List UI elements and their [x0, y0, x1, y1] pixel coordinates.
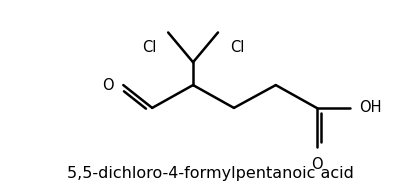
Text: O: O	[102, 78, 113, 93]
Text: Cl: Cl	[230, 40, 244, 55]
Text: O: O	[311, 157, 323, 172]
Text: 5,5-dichloro-4-formylpentanoic acid: 5,5-dichloro-4-formylpentanoic acid	[66, 166, 354, 181]
Text: OH: OH	[360, 100, 382, 115]
Text: Cl: Cl	[142, 40, 156, 55]
